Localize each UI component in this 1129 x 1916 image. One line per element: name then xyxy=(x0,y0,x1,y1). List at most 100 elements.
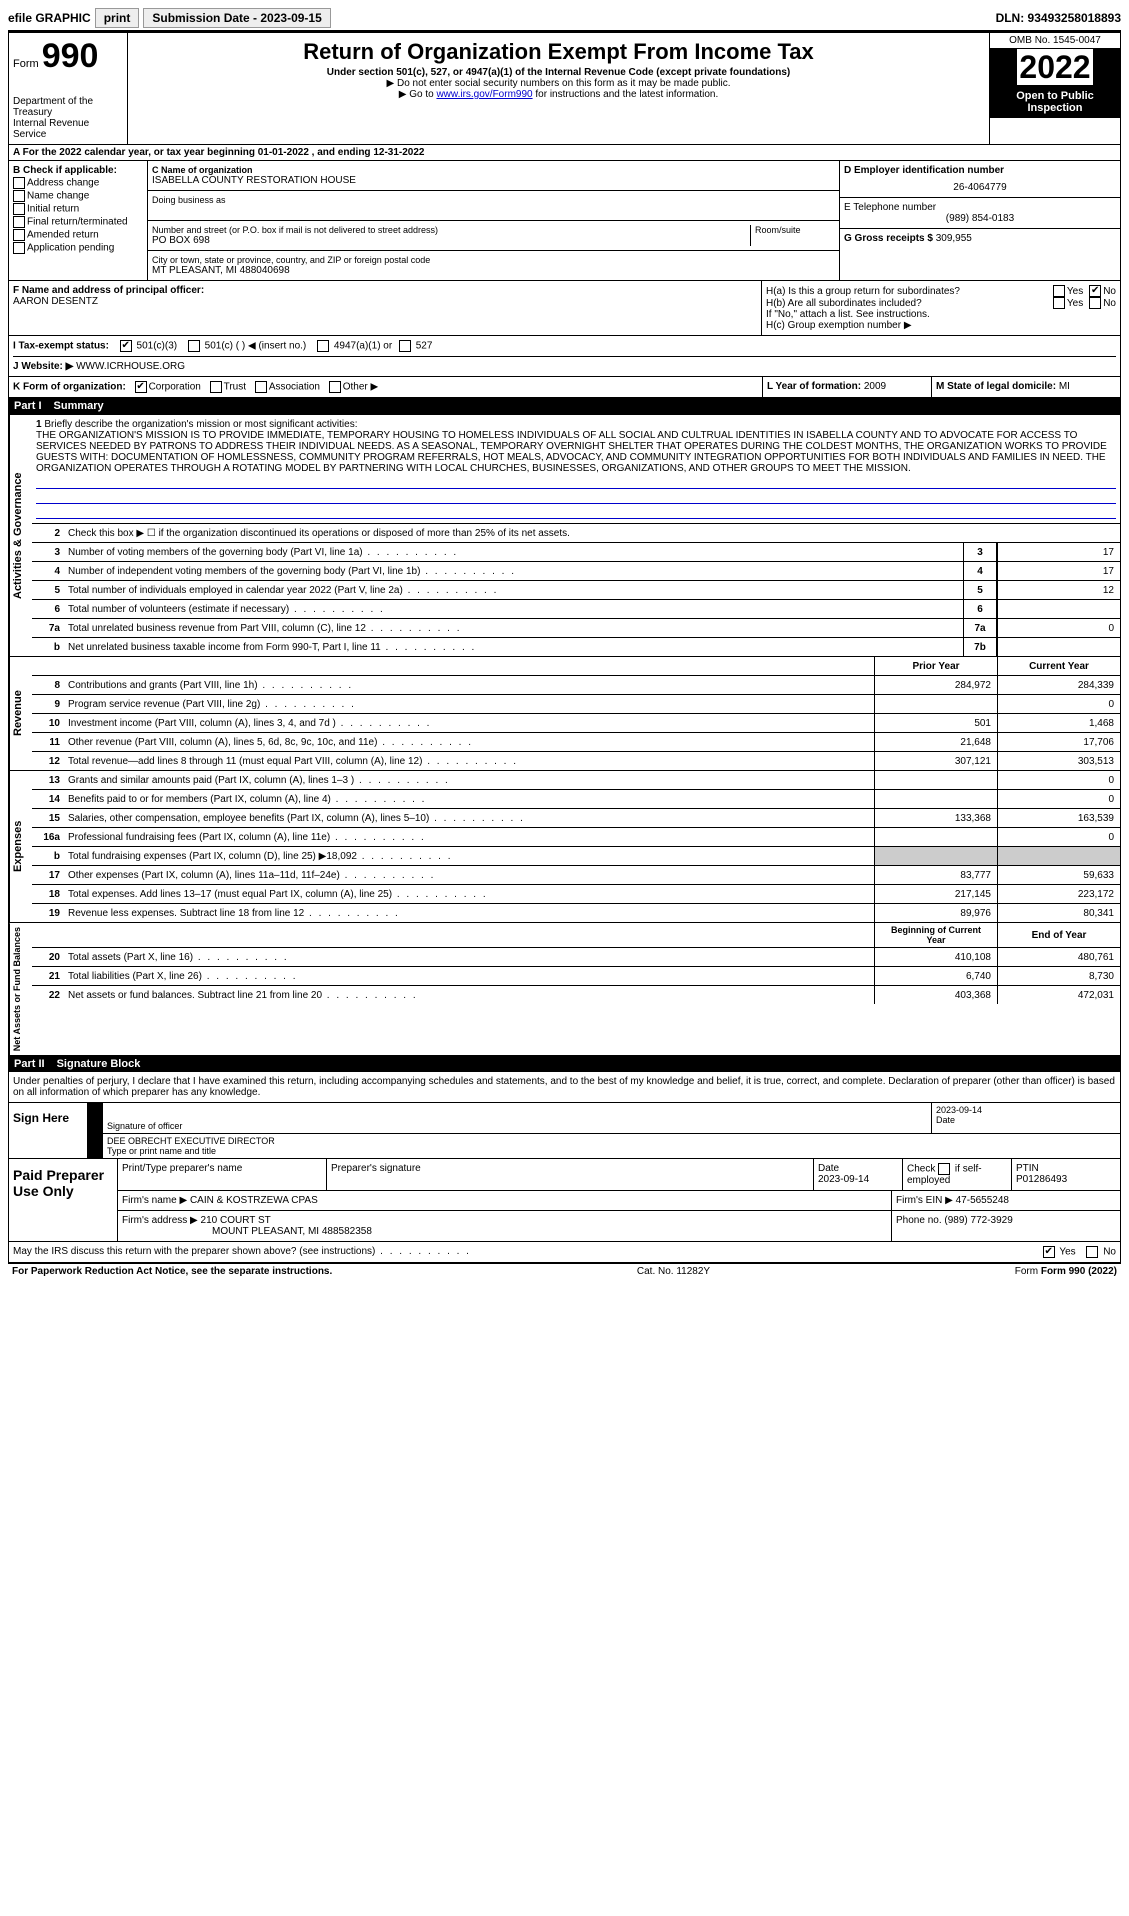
l-label: L Year of formation: xyxy=(767,381,861,392)
m-label: M State of legal domicile: xyxy=(936,381,1056,392)
line-ref: 3 xyxy=(963,543,997,561)
firm-phone-value: (989) 772-3929 xyxy=(944,1215,1012,1226)
discuss-yes: Yes xyxy=(1059,1247,1075,1258)
discuss-yes-checkbox[interactable] xyxy=(1043,1246,1055,1258)
ha-no-checkbox[interactable] xyxy=(1089,285,1101,297)
line-num: 12 xyxy=(32,754,64,769)
street-address: PO BOX 698 xyxy=(152,235,750,246)
hb-label: H(b) Are all subordinates included? xyxy=(766,298,1053,309)
sig-officer-label: Signature of officer xyxy=(107,1121,927,1131)
gross-receipts-label: G Gross receipts $ xyxy=(844,233,933,244)
city-state-zip: MT PLEASANT, MI 488040698 xyxy=(152,265,835,276)
submission-date-button[interactable]: Submission Date - 2023-09-15 xyxy=(143,8,330,28)
line-value: 12 xyxy=(997,581,1120,599)
line-a: A For the 2022 calendar year, or tax yea… xyxy=(8,145,1121,161)
line-num: 7a xyxy=(32,621,64,636)
line-num: 5 xyxy=(32,583,64,598)
line-num: 13 xyxy=(32,773,64,788)
subtitle-2: ▶ Do not enter social security numbers o… xyxy=(132,78,985,89)
line-text: Total number of individuals employed in … xyxy=(64,583,963,598)
firm-addr-label: Firm's address ▶ xyxy=(122,1215,198,1226)
line-text: Total unrelated business revenue from Pa… xyxy=(64,621,963,636)
checkbox-address-change[interactable] xyxy=(13,177,25,189)
k-opt3: Other ▶ xyxy=(343,382,378,393)
firm-ein-label: Firm's EIN ▶ xyxy=(896,1195,953,1206)
line-num: 10 xyxy=(32,716,64,731)
current-value: 0 xyxy=(997,790,1120,808)
dln-label: DLN: 93493258018893 xyxy=(996,11,1121,25)
prep-name-label: Print/Type preparer's name xyxy=(122,1163,322,1174)
line-text: Investment income (Part VIII, column (A)… xyxy=(64,716,874,731)
line-num: 3 xyxy=(32,545,64,560)
form990-link[interactable]: www.irs.gov/Form990 xyxy=(436,89,532,100)
line-num: 9 xyxy=(32,697,64,712)
ein-value: 26-4064779 xyxy=(844,182,1116,193)
hb-no-checkbox[interactable] xyxy=(1089,297,1101,309)
checkbox-amended-return[interactable] xyxy=(13,229,25,241)
line-ref: 7b xyxy=(963,638,997,656)
prep-date-label: Date xyxy=(818,1163,898,1174)
prior-value: 410,108 xyxy=(874,948,997,966)
line-num: 15 xyxy=(32,811,64,826)
checkbox-final-return[interactable] xyxy=(13,216,25,228)
current-value: 17,706 xyxy=(997,733,1120,751)
line-text: Net unrelated business taxable income fr… xyxy=(64,640,963,655)
line-value: 0 xyxy=(997,619,1120,637)
ptin-label: PTIN xyxy=(1016,1163,1116,1174)
col-d-e-g: D Employer identification number 26-4064… xyxy=(839,161,1120,280)
prep-sig-label: Preparer's signature xyxy=(331,1163,809,1174)
hb-yes-checkbox[interactable] xyxy=(1053,297,1065,309)
i-501c3-checkbox[interactable] xyxy=(120,340,132,352)
i-527-checkbox[interactable] xyxy=(399,340,411,352)
col-h: H(a) Is this a group return for subordin… xyxy=(761,281,1120,335)
discuss-text: May the IRS discuss this return with the… xyxy=(9,1242,1039,1262)
b-item-0: Address change xyxy=(27,178,99,189)
section-i-j: I Tax-exempt status: 501(c)(3) 501(c) ( … xyxy=(8,336,1121,377)
b-item-2: Initial return xyxy=(27,204,79,215)
firm-name-value: CAIN & KOSTRZEWA CPAS xyxy=(190,1195,318,1206)
checkbox-name-change[interactable] xyxy=(13,190,25,202)
current-value xyxy=(997,847,1120,865)
line-text: Grants and similar amounts paid (Part IX… xyxy=(64,773,874,788)
vert-label-exp: Expenses xyxy=(9,771,32,922)
part2-header: Part II Signature Block xyxy=(8,1056,1121,1072)
revenue-section: Revenue Prior Year Current Year 8 Contri… xyxy=(8,657,1121,771)
mission-text: THE ORGANIZATION'S MISSION IS TO PROVIDE… xyxy=(36,430,1107,474)
current-value: 0 xyxy=(997,828,1120,846)
k-other-checkbox[interactable] xyxy=(329,381,341,393)
checkbox-initial-return[interactable] xyxy=(13,203,25,215)
j-label: J Website: ▶ xyxy=(13,361,73,372)
line-text: Revenue less expenses. Subtract line 18 … xyxy=(64,906,874,921)
ha-label: H(a) Is this a group return for subordin… xyxy=(766,286,1053,297)
line-num: 20 xyxy=(32,950,64,965)
line-value: 17 xyxy=(997,562,1120,580)
discuss-no-checkbox[interactable] xyxy=(1086,1246,1098,1258)
k-assoc-checkbox[interactable] xyxy=(255,381,267,393)
i-4947-checkbox[interactable] xyxy=(317,340,329,352)
prep-date-value: 2023-09-14 xyxy=(818,1174,898,1185)
self-employed-checkbox[interactable] xyxy=(938,1163,950,1175)
k-opt2: Association xyxy=(269,382,320,393)
k-corp-checkbox[interactable] xyxy=(135,381,147,393)
current-value: 59,633 xyxy=(997,866,1120,884)
prior-value: 284,972 xyxy=(874,676,997,694)
footer-left: For Paperwork Reduction Act Notice, see … xyxy=(12,1266,332,1277)
current-value: 303,513 xyxy=(997,752,1120,770)
part1-num: Part I xyxy=(14,400,42,412)
line-text: Other revenue (Part VIII, column (A), li… xyxy=(64,735,874,750)
k-trust-checkbox[interactable] xyxy=(210,381,222,393)
checkbox-application-pending[interactable] xyxy=(13,242,25,254)
subtitle-1: Under section 501(c), 527, or 4947(a)(1)… xyxy=(132,67,985,78)
print-button[interactable]: print xyxy=(95,8,140,28)
line-text: Program service revenue (Part VIII, line… xyxy=(64,697,874,712)
line-text: Total revenue—add lines 8 through 11 (mu… xyxy=(64,754,874,769)
hb-no: No xyxy=(1103,298,1116,309)
line-ref: 5 xyxy=(963,581,997,599)
org-name: ISABELLA COUNTY RESTORATION HOUSE xyxy=(152,175,835,186)
open-public-label: Open to Public Inspection xyxy=(990,86,1120,118)
prior-value xyxy=(874,771,997,789)
i-501c-checkbox[interactable] xyxy=(188,340,200,352)
ha-yes-checkbox[interactable] xyxy=(1053,285,1065,297)
k-opt0: Corporation xyxy=(149,382,201,393)
current-value: 284,339 xyxy=(997,676,1120,694)
